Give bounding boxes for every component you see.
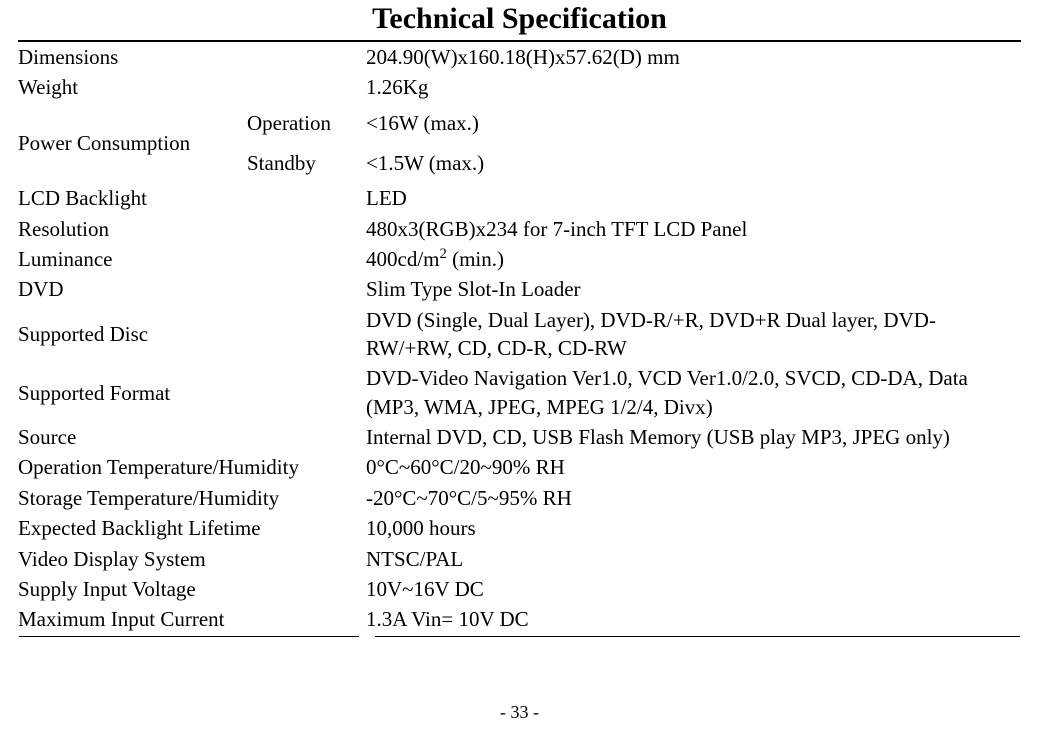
table-row: Weight 1.26Kg <box>18 72 1021 102</box>
spec-label: Source <box>18 422 366 452</box>
spec-label: Resolution <box>18 214 366 244</box>
page-number: - 33 - <box>0 702 1039 723</box>
spec-label: LCD Backlight <box>18 183 366 213</box>
table-row: Maximum Input Current 1.3A Vin= 10V DC <box>18 604 1021 634</box>
spec-label: Storage Temperature/Humidity <box>18 483 366 513</box>
table-row: Supply Input Voltage 10V~16V DC <box>18 574 1021 604</box>
spec-sublabel: Standby <box>247 143 366 183</box>
spec-label: Dimensions <box>18 42 366 72</box>
spec-label: DVD <box>18 274 366 304</box>
table-row: Supported Disc DVD (Single, Dual Layer),… <box>18 305 1021 364</box>
spec-label: Maximum Input Current <box>18 604 366 634</box>
spec-label: Expected Backlight Lifetime <box>18 513 366 543</box>
spec-table: Dimensions 204.90(W)x160.18(H)x57.62(D) … <box>18 42 1021 635</box>
table-row: Luminance 400cd/m2 (min.) <box>18 244 1021 274</box>
table-row: Power Consumption Operation <16W (max.) <box>18 103 1021 143</box>
table-row: Operation Temperature/Humidity 0°C~60°C/… <box>18 452 1021 482</box>
spec-sublabel: Operation <box>247 103 366 143</box>
spec-value: 400cd/m2 (min.) <box>366 244 1021 274</box>
spec-label: Operation Temperature/Humidity <box>18 452 366 482</box>
spec-value: Slim Type Slot-In Loader <box>366 274 1021 304</box>
spec-value: DVD-Video Navigation Ver1.0, VCD Ver1.0/… <box>366 363 1021 422</box>
bottom-rule-right <box>375 636 1020 637</box>
spec-label: Supported Disc <box>18 305 366 364</box>
table-row: Storage Temperature/Humidity -20°C~70°C/… <box>18 483 1021 513</box>
bottom-rule-table <box>18 635 1021 638</box>
spec-label: Supply Input Voltage <box>18 574 366 604</box>
spec-value: Internal DVD, CD, USB Flash Memory (USB … <box>366 422 1021 452</box>
spec-label: Supported Format <box>18 363 366 422</box>
table-row: Supported Format DVD-Video Navigation Ve… <box>18 363 1021 422</box>
bottom-rule-left <box>19 636 359 637</box>
spec-value: <16W (max.) <box>366 103 1021 143</box>
spec-value: 10,000 hours <box>366 513 1021 543</box>
table-row: Dimensions 204.90(W)x160.18(H)x57.62(D) … <box>18 42 1021 72</box>
spec-label: Luminance <box>18 244 366 274</box>
spec-label: Power Consumption <box>18 103 247 184</box>
spec-value: 10V~16V DC <box>366 574 1021 604</box>
spec-value: 1.26Kg <box>366 72 1021 102</box>
page: Technical Specification Dimensions 204.9… <box>0 2 1039 731</box>
spec-value: <1.5W (max.) <box>366 143 1021 183</box>
spec-value: 480x3(RGB)x234 for 7-inch TFT LCD Panel <box>366 214 1021 244</box>
page-title: Technical Specification <box>18 2 1021 36</box>
spec-value: 1.3A Vin= 10V DC <box>366 604 1021 634</box>
table-row: Expected Backlight Lifetime 10,000 hours <box>18 513 1021 543</box>
spec-value: LED <box>366 183 1021 213</box>
spec-label: Video Display System <box>18 544 366 574</box>
spec-value: -20°C~70°C/5~95% RH <box>366 483 1021 513</box>
table-row: Video Display System NTSC/PAL <box>18 544 1021 574</box>
spec-value: DVD (Single, Dual Layer), DVD-R/+R, DVD+… <box>366 305 1021 364</box>
spec-label: Weight <box>18 72 366 102</box>
table-row: Resolution 480x3(RGB)x234 for 7-inch TFT… <box>18 214 1021 244</box>
table-row: DVD Slim Type Slot-In Loader <box>18 274 1021 304</box>
spec-value: 204.90(W)x160.18(H)x57.62(D) mm <box>366 42 1021 72</box>
table-row: Source Internal DVD, CD, USB Flash Memor… <box>18 422 1021 452</box>
spec-value: NTSC/PAL <box>366 544 1021 574</box>
table-row: LCD Backlight LED <box>18 183 1021 213</box>
spec-value: 0°C~60°C/20~90% RH <box>366 452 1021 482</box>
